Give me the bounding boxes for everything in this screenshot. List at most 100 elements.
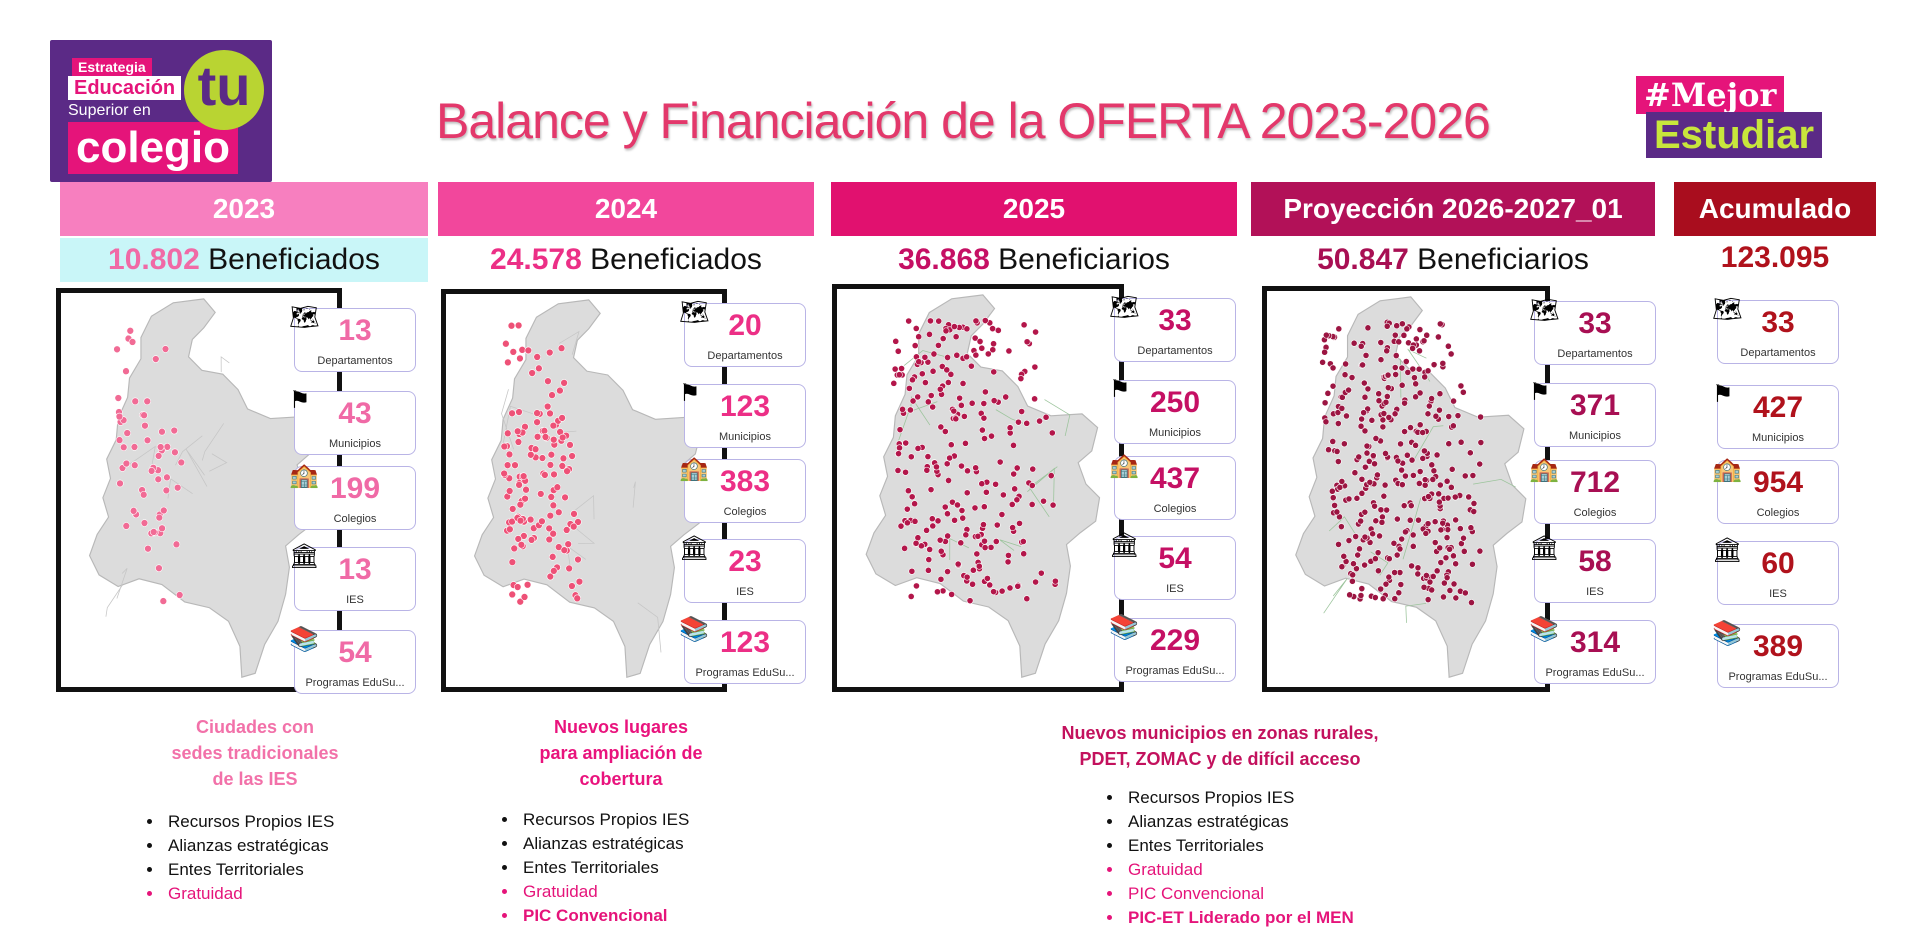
- location-pin: [1380, 492, 1388, 500]
- location-pin: [927, 392, 935, 399]
- location-pin: [1348, 374, 1356, 381]
- location-pin: [972, 464, 980, 472]
- stat-value: 23: [728, 545, 762, 578]
- department-border: [1328, 516, 1356, 534]
- location-pin: [923, 526, 930, 534]
- location-pin: [122, 367, 130, 375]
- stat-value: 123: [719, 390, 771, 423]
- location-pin: [998, 511, 1006, 518]
- stat-value: 13: [338, 314, 372, 347]
- location-pin: [526, 515, 535, 524]
- colombia-map-icon: 🗺: [679, 299, 710, 326]
- location-pin: [155, 564, 163, 572]
- logo-line-estudiar: Estudiar: [1646, 112, 1823, 158]
- location-pin: [1414, 570, 1422, 578]
- location-pin: [915, 333, 923, 341]
- location-pin: [1403, 325, 1411, 333]
- location-pin: [1385, 573, 1393, 581]
- location-pin: [115, 436, 124, 444]
- location-pin: [1415, 516, 1422, 524]
- location-pin: [1450, 422, 1457, 430]
- location-pin: [1470, 500, 1478, 507]
- funding-source-item: Entes Territoriales: [164, 858, 334, 882]
- location-pin: [959, 380, 967, 387]
- note-2025: Nuevos municipios en zonas rurales, PDET…: [1020, 720, 1420, 772]
- department-border: [129, 445, 156, 468]
- location-pin: [1008, 501, 1016, 508]
- location-pin: [508, 590, 516, 599]
- stat-label: Colegios: [723, 506, 767, 518]
- department-border: [559, 330, 580, 355]
- location-pin: [1353, 565, 1360, 573]
- location-pin: [524, 346, 533, 355]
- location-pin: [967, 362, 975, 370]
- location-pin: [936, 385, 944, 393]
- location-pin: [139, 490, 148, 499]
- location-pin: [1371, 460, 1378, 468]
- location-pin: [1383, 506, 1390, 514]
- department-border: [632, 481, 636, 508]
- municipality-flag-icon: ⚑: [679, 380, 701, 407]
- location-pin: [1439, 359, 1447, 367]
- location-pin: [962, 531, 970, 539]
- location-pin: [901, 544, 908, 552]
- location-pin: [1357, 342, 1365, 350]
- location-pin: [927, 317, 934, 325]
- location-pin: [975, 562, 983, 570]
- location-pin: [1329, 364, 1337, 372]
- location-pin: [1436, 481, 1444, 489]
- location-pin: [147, 467, 156, 475]
- location-pin: [1382, 450, 1389, 457]
- location-pin: [1401, 428, 1408, 435]
- location-pin: [944, 354, 951, 361]
- location-pin: [545, 535, 553, 544]
- location-pin: [528, 369, 536, 377]
- location-pin: [980, 400, 988, 407]
- location-pin: [533, 433, 542, 441]
- location-pin: [1429, 573, 1437, 580]
- location-pin: [516, 354, 524, 363]
- location-pin: [1385, 555, 1393, 563]
- logo-badge-tu: tu: [184, 50, 264, 130]
- location-pin: [935, 341, 942, 349]
- location-pin: [1360, 409, 1367, 417]
- stat-label: Programas EduSu...: [305, 677, 405, 689]
- location-pin: [156, 443, 165, 451]
- location-pin: [1020, 321, 1028, 329]
- location-pin: [516, 597, 524, 606]
- department-border: [637, 602, 662, 653]
- column-header-2024: 2024: [438, 182, 814, 236]
- stat-label: Programas EduSu...: [1125, 665, 1225, 677]
- location-pin: [915, 358, 923, 366]
- location-pin: [968, 399, 976, 407]
- location-pin: [902, 439, 910, 447]
- location-pin: [990, 368, 998, 376]
- location-pin: [1450, 580, 1458, 588]
- stat-card-municipios: ⚑ 123 Municipios: [679, 380, 806, 448]
- location-pin: [558, 414, 566, 422]
- location-pin: [1392, 371, 1400, 378]
- note-line: para ampliación de: [539, 743, 703, 763]
- location-pin: [1336, 484, 1344, 491]
- location-pin: [1391, 410, 1399, 418]
- stat-label: IES: [1769, 588, 1787, 600]
- location-pin: [1361, 533, 1369, 541]
- location-pin: [548, 553, 557, 561]
- location-pin: [981, 317, 989, 324]
- stat-card-ies: 🏛 58 IES: [1529, 535, 1656, 603]
- stat-card-programas: 📚 389 Programas EduSu...: [1712, 620, 1839, 688]
- stat-card-municipios: ⚑ 427 Municipios: [1712, 381, 1839, 449]
- column-header-2026: Proyección 2026-2027_01: [1251, 182, 1655, 236]
- location-pin: [1382, 580, 1390, 588]
- location-pin: [1428, 461, 1436, 469]
- location-pin: [1375, 397, 1383, 405]
- location-pin: [1465, 493, 1473, 501]
- stat-card-municipios: ⚑ 250 Municipios: [1109, 376, 1236, 444]
- location-pin: [158, 524, 166, 533]
- location-pin: [533, 409, 541, 417]
- location-pin: [1331, 501, 1338, 509]
- location-pin: [994, 326, 1002, 334]
- department-border: [209, 453, 228, 472]
- logo-line-mejor: #Mejor: [1636, 76, 1785, 114]
- location-pin: [1372, 435, 1380, 442]
